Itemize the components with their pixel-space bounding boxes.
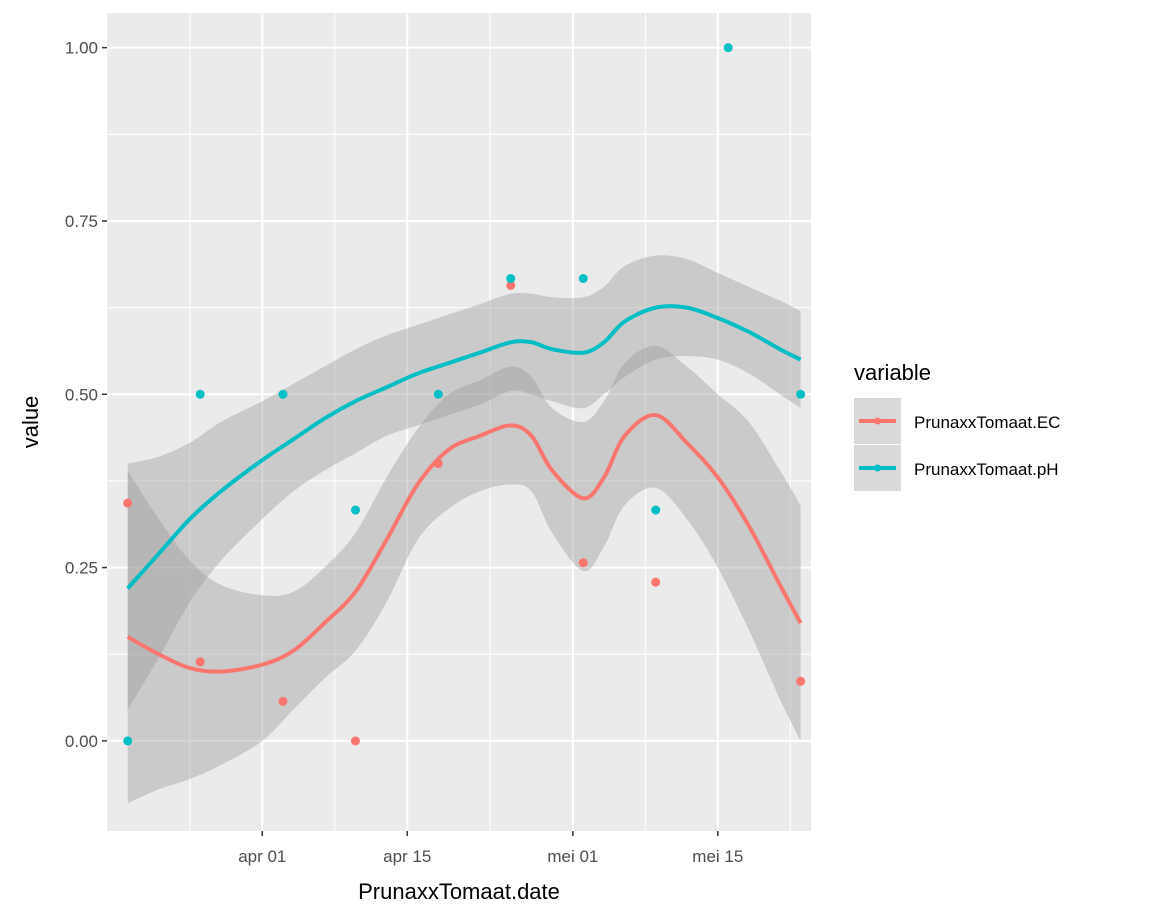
legend-label-ph: PrunaxxTomaat.pH [914,460,1059,479]
y-tick-label: 0.00 [65,732,98,751]
data-point [350,736,360,746]
data-point [506,280,516,290]
legend-label-ec: PrunaxxTomaat.EC [914,413,1060,432]
data-point [123,736,133,746]
y-axis-title: value [18,396,43,449]
x-axis-title: PrunaxxTomaat.date [358,879,560,904]
data-point [433,389,443,399]
grid-major [107,13,811,831]
y-tick-label: 0.75 [65,212,98,231]
smooth-line [126,304,802,590]
confidence-ribbon [127,255,801,710]
y-axis: 0.00 0.25 0.50 0.75 1.00 [65,39,107,751]
legend-key-ph [854,445,901,491]
y-tick-label: 0.25 [65,559,98,578]
confidence-ribbon [127,345,801,804]
data-point [506,274,516,284]
data-points [123,43,806,746]
data-point [195,389,205,399]
data-point [723,43,733,53]
data-point [195,657,205,667]
data-point [651,577,661,587]
x-axis: apr 01 apr 15 mei 01 mei 15 [238,831,743,866]
data-point [796,676,806,686]
grid-minor [107,13,811,831]
x-tick-label: apr 15 [383,847,431,866]
data-point [278,389,288,399]
data-point [796,389,806,399]
smooth-lines [126,304,803,674]
confidence-ribbons [127,255,801,804]
panel-background [107,13,811,831]
y-tick-label: 0.50 [65,385,98,404]
x-tick-label: mei 01 [547,847,598,866]
data-point [578,274,588,284]
data-point [278,696,288,706]
data-point [651,505,661,515]
x-tick-label: mei 15 [692,847,743,866]
legend-key-ec [854,398,901,444]
x-tick-label: apr 01 [238,847,286,866]
smooth-line [126,413,803,674]
legend-title: variable [854,360,931,385]
data-point [123,498,133,508]
legend: variable PrunaxxTomaat.EC PrunaxxTomaat.… [854,360,1060,491]
data-point [578,558,588,568]
y-tick-label: 1.00 [65,39,98,58]
data-point [350,505,360,515]
